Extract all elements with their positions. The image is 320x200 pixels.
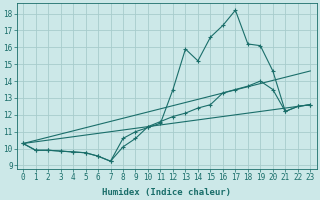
X-axis label: Humidex (Indice chaleur): Humidex (Indice chaleur): [102, 188, 231, 197]
